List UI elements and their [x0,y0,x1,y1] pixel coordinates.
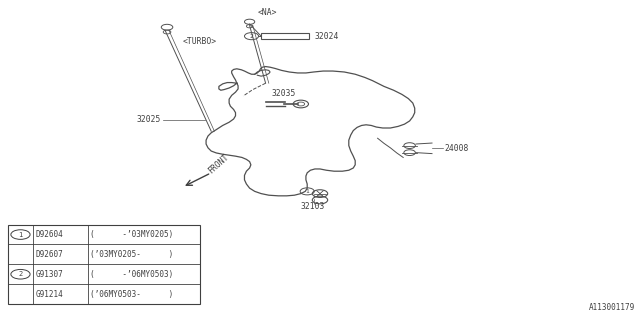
Text: 32025: 32025 [137,116,161,124]
Text: <TURBO>: <TURBO> [183,37,217,46]
Text: 1: 1 [305,189,309,194]
Text: <NA>: <NA> [257,8,276,17]
Text: 32024: 32024 [314,32,339,41]
Text: 32103: 32103 [301,202,325,211]
Text: 2: 2 [19,271,22,277]
Text: 32035: 32035 [272,89,296,98]
Text: G91214: G91214 [36,290,63,299]
Text: 2: 2 [250,34,253,39]
Text: (      -’06MY0503): ( -’06MY0503) [90,270,173,279]
Text: (’03MY0205-      ): (’03MY0205- ) [90,250,173,259]
FancyBboxPatch shape [8,225,200,304]
Text: D92604: D92604 [36,230,63,239]
Text: D92607: D92607 [36,250,63,259]
Text: A113001179: A113001179 [589,303,635,312]
Text: (      -’03MY0205): ( -’03MY0205) [90,230,173,239]
Text: 1: 1 [19,232,22,237]
Text: (’06MY0503-      ): (’06MY0503- ) [90,290,173,299]
Text: FRONT: FRONT [206,152,230,175]
Text: 24008: 24008 [445,144,469,153]
Text: G91307: G91307 [36,270,63,279]
